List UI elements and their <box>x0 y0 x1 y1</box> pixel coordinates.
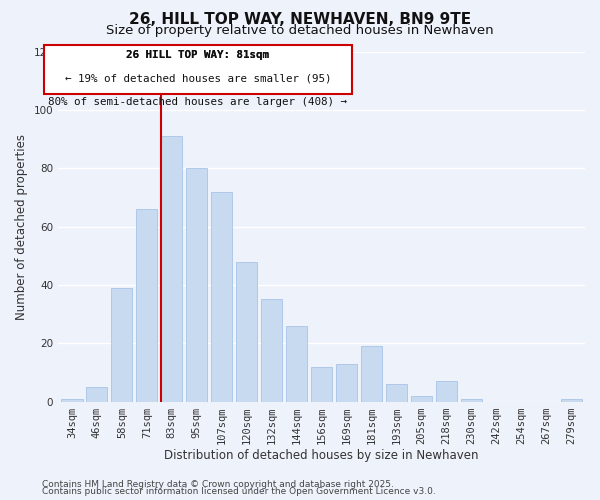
Bar <box>236 262 257 402</box>
Bar <box>111 288 133 402</box>
Bar <box>411 396 432 402</box>
Bar <box>186 168 208 402</box>
Text: 26 HILL TOP WAY: 81sqm: 26 HILL TOP WAY: 81sqm <box>126 50 269 59</box>
Y-axis label: Number of detached properties: Number of detached properties <box>15 134 28 320</box>
Bar <box>86 387 107 402</box>
Text: 26 HILL TOP WAY: 81sqm
← 19% of detached houses are smaller (95)
80% of semi-det: 26 HILL TOP WAY: 81sqm ← 19% of detached… <box>48 50 347 90</box>
Text: Contains public sector information licensed under the Open Government Licence v3: Contains public sector information licen… <box>42 487 436 496</box>
X-axis label: Distribution of detached houses by size in Newhaven: Distribution of detached houses by size … <box>164 450 479 462</box>
Bar <box>311 366 332 402</box>
Bar <box>436 381 457 402</box>
Bar <box>336 364 357 402</box>
Bar <box>61 398 83 402</box>
Bar <box>386 384 407 402</box>
Bar <box>286 326 307 402</box>
Text: ← 19% of detached houses are smaller (95): ← 19% of detached houses are smaller (95… <box>65 74 331 84</box>
Bar <box>261 300 282 402</box>
Text: Contains HM Land Registry data © Crown copyright and database right 2025.: Contains HM Land Registry data © Crown c… <box>42 480 394 489</box>
Bar <box>560 398 582 402</box>
Bar <box>136 209 157 402</box>
Text: 80% of semi-detached houses are larger (408) →: 80% of semi-detached houses are larger (… <box>48 98 347 108</box>
Bar <box>211 192 232 402</box>
Text: Size of property relative to detached houses in Newhaven: Size of property relative to detached ho… <box>106 24 494 37</box>
Text: 26, HILL TOP WAY, NEWHAVEN, BN9 9TE: 26, HILL TOP WAY, NEWHAVEN, BN9 9TE <box>129 12 471 28</box>
Bar <box>161 136 182 402</box>
Bar <box>461 398 482 402</box>
Bar <box>361 346 382 402</box>
Text: 26 HILL TOP WAY: 81sqm: 26 HILL TOP WAY: 81sqm <box>126 50 269 59</box>
